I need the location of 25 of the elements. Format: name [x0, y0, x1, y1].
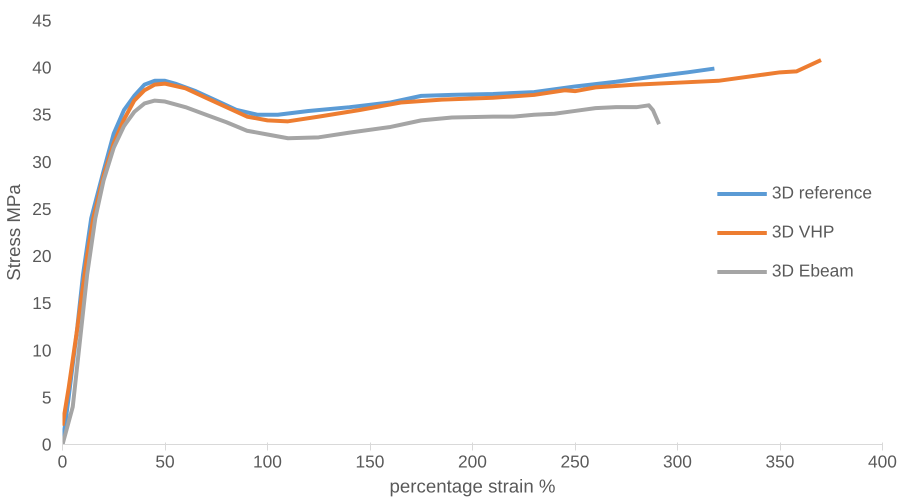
legend-label: 3D VHP	[772, 222, 834, 242]
y-axis-title: Stress MPa	[3, 184, 24, 281]
x-tick-label: 400	[868, 452, 897, 472]
y-tick-label: 10	[32, 340, 52, 360]
y-tick-label: 20	[32, 246, 52, 266]
line-series	[62, 98, 662, 444]
y-tick-label: 40	[32, 58, 52, 78]
x-tick-label: 150	[356, 452, 384, 472]
x-tick-label: 350	[766, 452, 794, 472]
y-tick-label: 25	[32, 198, 52, 219]
y-tick-label: 5	[42, 387, 52, 408]
x-tick-label: 0	[58, 452, 68, 472]
y-tick-label: 45	[32, 10, 52, 30]
y-tick-label: 15	[32, 293, 52, 314]
legend-label: 3D reference	[772, 182, 872, 204]
x-tick-label: 300	[663, 452, 692, 472]
x-axis-title: percentage strain %	[390, 476, 556, 496]
x-tick-label: 50	[155, 452, 175, 472]
y-tick-label: 35	[32, 104, 52, 125]
x-tick-label: 250	[560, 452, 590, 472]
x-tick-label: 100	[253, 452, 282, 472]
y-tick-label: 0	[42, 434, 52, 454]
y-tick-label: 30	[32, 152, 52, 172]
legend-label: 3D Ebeam	[772, 260, 854, 282]
x-tick-label: 200	[458, 452, 487, 472]
